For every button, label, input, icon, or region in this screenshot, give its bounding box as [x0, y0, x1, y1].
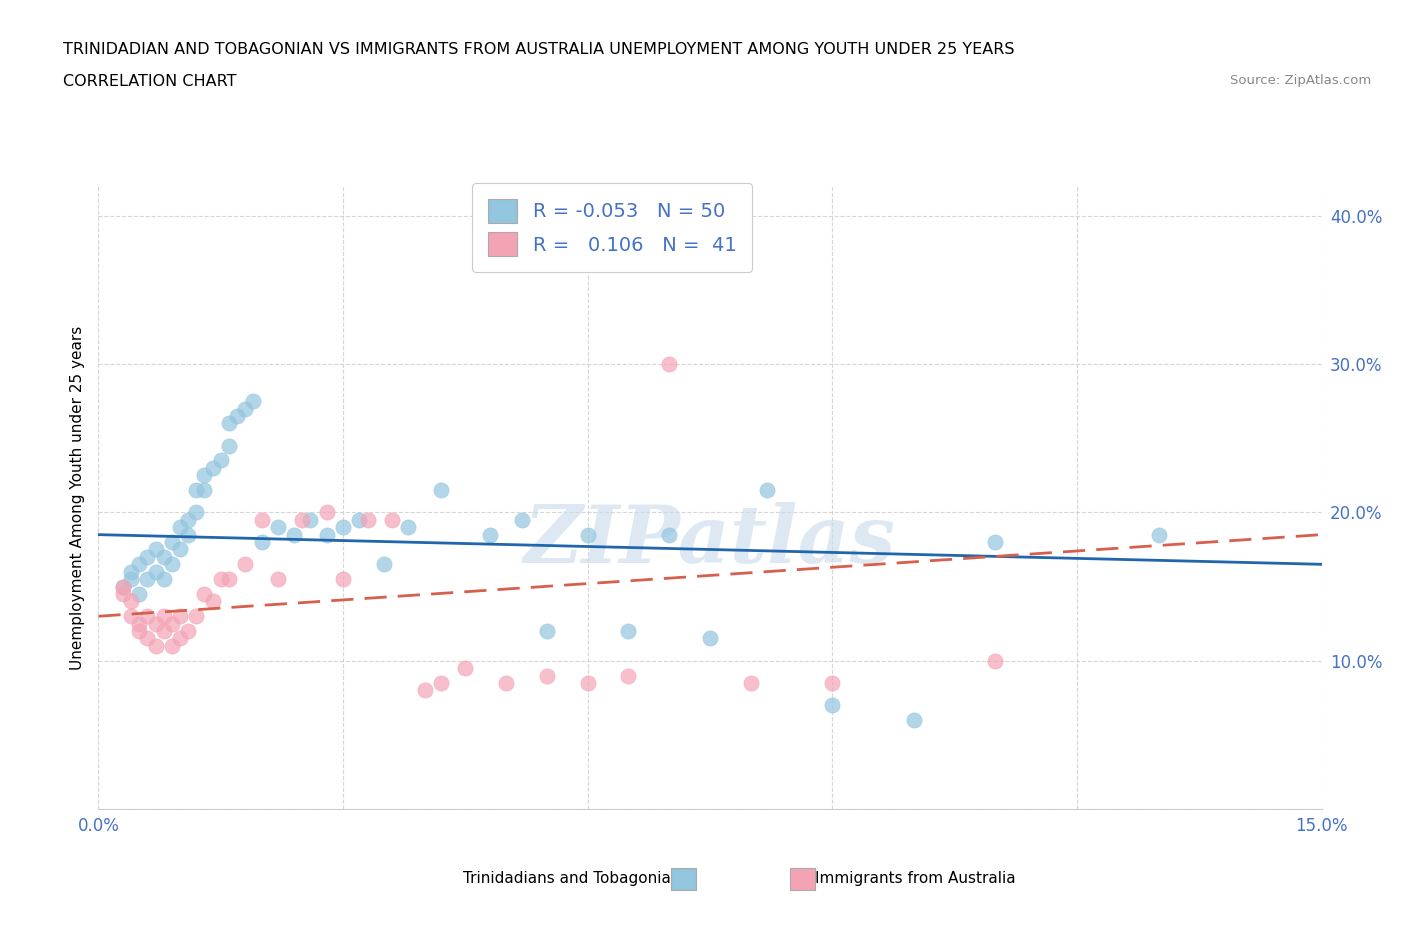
Point	[233, 557, 256, 572]
Point	[120, 609, 142, 624]
Point	[145, 542, 167, 557]
Point	[128, 557, 150, 572]
Point	[145, 565, 167, 579]
Point	[169, 542, 191, 557]
Point	[218, 416, 240, 431]
Point	[120, 594, 142, 609]
Point	[136, 609, 159, 624]
Point	[193, 483, 215, 498]
Text: ZIPatlas: ZIPatlas	[524, 502, 896, 580]
Point	[617, 668, 640, 683]
Point	[454, 660, 477, 675]
Point	[356, 512, 378, 527]
Point	[160, 535, 183, 550]
Point	[209, 453, 232, 468]
Point	[152, 572, 174, 587]
Point	[201, 460, 224, 475]
Point	[315, 505, 337, 520]
Point	[111, 579, 134, 594]
Point	[250, 535, 273, 550]
Point	[821, 675, 844, 690]
Point	[495, 675, 517, 690]
Point	[267, 520, 290, 535]
Point	[145, 639, 167, 654]
Point	[658, 356, 681, 371]
Point	[430, 675, 453, 690]
Text: TRINIDADIAN AND TOBAGONIAN VS IMMIGRANTS FROM AUSTRALIA UNEMPLOYMENT AMONG YOUTH: TRINIDADIAN AND TOBAGONIAN VS IMMIGRANTS…	[63, 42, 1015, 57]
Point	[233, 401, 256, 416]
Point	[478, 527, 501, 542]
Text: Immigrants from Australia: Immigrants from Australia	[815, 871, 1017, 886]
Point	[315, 527, 337, 542]
Point	[291, 512, 314, 527]
Point	[169, 520, 191, 535]
Point	[111, 579, 134, 594]
Y-axis label: Unemployment Among Youth under 25 years: Unemployment Among Youth under 25 years	[69, 326, 84, 670]
Point	[396, 520, 419, 535]
Point	[152, 624, 174, 639]
Point	[128, 624, 150, 639]
Point	[903, 712, 925, 727]
Point	[152, 550, 174, 565]
Text: Trinidadians and Tobagonians: Trinidadians and Tobagonians	[464, 871, 689, 886]
Point	[658, 527, 681, 542]
Point	[177, 624, 200, 639]
Point	[186, 483, 208, 498]
Point	[111, 587, 134, 602]
Point	[186, 609, 208, 624]
Point	[160, 639, 183, 654]
Text: Source: ZipAtlas.com: Source: ZipAtlas.com	[1230, 74, 1371, 87]
Point	[242, 393, 264, 408]
Point	[128, 587, 150, 602]
Point	[218, 438, 240, 453]
Point	[576, 527, 599, 542]
Point	[136, 550, 159, 565]
Point	[373, 557, 395, 572]
Point	[177, 527, 200, 542]
Point	[512, 512, 534, 527]
Point	[128, 617, 150, 631]
Point	[699, 631, 721, 646]
Point	[381, 512, 404, 527]
Point	[169, 631, 191, 646]
Point	[193, 468, 215, 483]
Point	[152, 609, 174, 624]
Point	[145, 617, 167, 631]
Point	[617, 624, 640, 639]
Point	[332, 572, 354, 587]
Point	[413, 683, 436, 698]
Point	[430, 483, 453, 498]
Point	[576, 675, 599, 690]
Point	[536, 624, 558, 639]
Point	[136, 631, 159, 646]
Point	[186, 505, 208, 520]
Point	[136, 572, 159, 587]
Point	[267, 572, 290, 587]
Text: CORRELATION CHART: CORRELATION CHART	[63, 74, 236, 89]
Point	[226, 408, 249, 423]
Point	[193, 587, 215, 602]
Point	[536, 668, 558, 683]
Point	[201, 594, 224, 609]
Point	[821, 698, 844, 712]
Point	[283, 527, 305, 542]
Point	[349, 512, 371, 527]
Point	[218, 572, 240, 587]
Legend: R = -0.053   N = 50, R =   0.106   N =  41: R = -0.053 N = 50, R = 0.106 N = 41	[472, 183, 752, 272]
Point	[120, 565, 142, 579]
Point	[740, 675, 762, 690]
Point	[1147, 527, 1170, 542]
Point	[120, 572, 142, 587]
Point	[984, 653, 1007, 668]
Point	[299, 512, 322, 527]
Point	[209, 572, 232, 587]
Point	[160, 557, 183, 572]
Point	[984, 535, 1007, 550]
Point	[250, 512, 273, 527]
Point	[160, 617, 183, 631]
Point	[332, 520, 354, 535]
Point	[177, 512, 200, 527]
Point	[169, 609, 191, 624]
Point	[756, 483, 779, 498]
